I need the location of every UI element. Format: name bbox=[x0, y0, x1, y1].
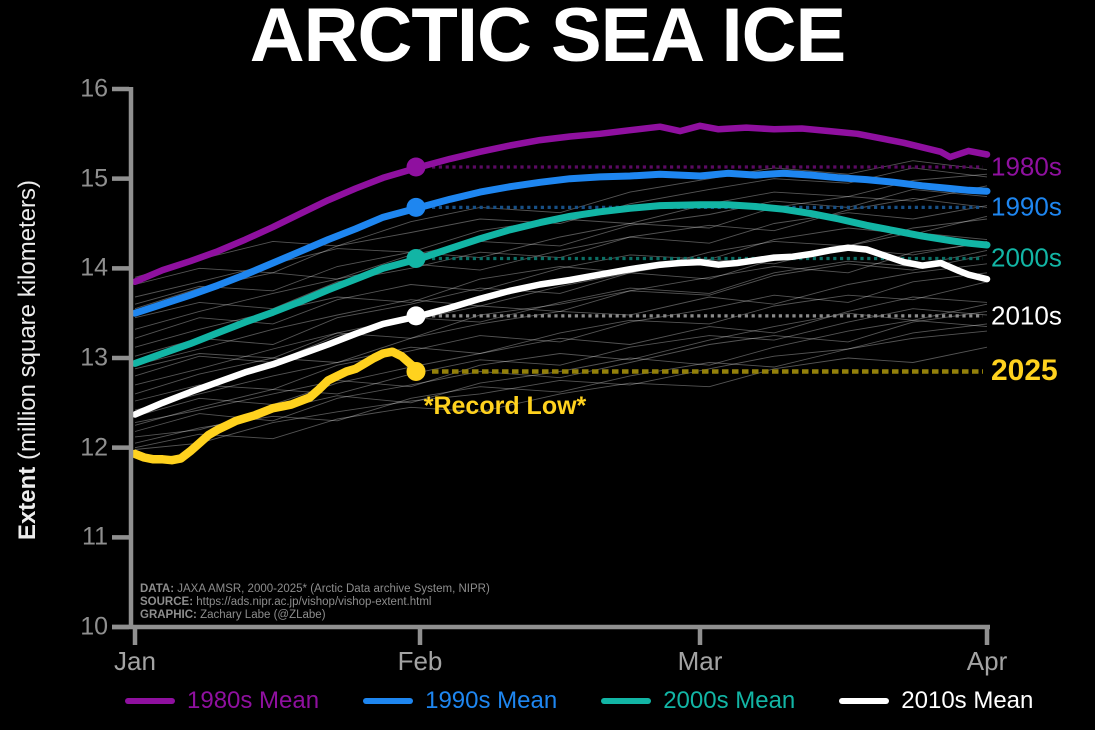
y-tick-label-12: 12 bbox=[80, 433, 108, 462]
legend-swatch-icon bbox=[601, 698, 652, 704]
y-axis-title-rest: (million square kilometers) bbox=[14, 179, 41, 467]
background-year-line bbox=[134, 272, 988, 402]
source-line-source: SOURCE: https://ads.nipr.ac.jp/vishop/vi… bbox=[140, 596, 490, 609]
background-year-line bbox=[134, 215, 988, 339]
background-year-line bbox=[134, 167, 988, 285]
legend-item-label: 1990s Mean bbox=[425, 687, 558, 714]
source-block: DATA: JAXA AMSR, 2000-2025* (Arctic Data… bbox=[140, 583, 490, 622]
record-low-annotation: *Record Low* bbox=[423, 392, 587, 420]
background-year-line bbox=[134, 346, 988, 449]
background-year-line bbox=[134, 249, 988, 370]
legend-item-2000s: 2000s Mean bbox=[601, 687, 795, 715]
y-tick-label-10: 10 bbox=[80, 612, 108, 641]
source-line-graphic: GRAPHIC: Zachary Labe (@ZLabe) bbox=[140, 609, 490, 622]
chart-title: ARCTIC SEA ICE bbox=[249, 0, 846, 78]
background-year-line bbox=[134, 330, 988, 450]
series-line-1990s bbox=[131, 169, 991, 317]
x-tick-label-apr: Apr bbox=[966, 646, 1008, 676]
legend-item-1990s: 1990s Mean bbox=[363, 687, 557, 715]
series-line-1980s bbox=[131, 122, 991, 286]
series-line-2000s bbox=[131, 201, 991, 367]
y-tick-label-16: 16 bbox=[80, 74, 108, 103]
legend: 1980s Mean 1990s Mean 2000s Mean 2010s Mean bbox=[125, 686, 1077, 716]
source-line-source-label: SOURCE: bbox=[140, 596, 194, 608]
series-end-label-2010s: 2010s bbox=[991, 300, 1062, 331]
marker-dot-2025 bbox=[406, 361, 426, 381]
series-end-label-2000s: 2000s bbox=[991, 242, 1062, 273]
series-line-2010s bbox=[131, 244, 991, 418]
marker-dot-1980s bbox=[406, 157, 426, 177]
legend-item-label: 2000s Mean bbox=[663, 687, 796, 714]
background-year-line bbox=[134, 254, 988, 386]
series-end-label-1980s: 1980s bbox=[991, 151, 1062, 182]
background-year-line bbox=[134, 205, 988, 330]
source-line-data-text: JAXA AMSR, 2000-2025* (Arctic Data archi… bbox=[174, 583, 490, 595]
y-tick-label-14: 14 bbox=[80, 253, 108, 282]
marker-dot-1990s bbox=[406, 197, 426, 217]
x-tick-label-jan: Jan bbox=[114, 646, 156, 676]
series-end-label-1990s: 1990s bbox=[991, 191, 1062, 222]
background-year-line bbox=[134, 310, 988, 432]
legend-swatch-icon bbox=[125, 698, 175, 704]
y-axis-title-bold: Extent bbox=[14, 466, 41, 541]
legend-item-label: 1980s Mean bbox=[187, 687, 320, 714]
background-year-line bbox=[134, 185, 988, 305]
background-year-line bbox=[134, 281, 988, 411]
source-line-source-text: https://ads.nipr.ac.jp/vishop/vishop-ext… bbox=[193, 596, 432, 608]
marker-dot-2000s bbox=[406, 248, 426, 268]
y-tick-label-15: 15 bbox=[80, 164, 108, 193]
legend-item-2010s: 2010s Mean bbox=[839, 687, 1033, 715]
marker-dot-2010s bbox=[406, 306, 426, 326]
source-line-graphic-label: GRAPHIC: bbox=[140, 609, 197, 621]
background-year-line bbox=[134, 242, 988, 377]
background-year-line bbox=[134, 323, 988, 444]
background-year-line bbox=[134, 263, 988, 395]
series-end-label-2025: 2025 bbox=[991, 354, 1058, 388]
series-line-2025 bbox=[130, 347, 425, 465]
legend-item-1980s: 1980s Mean bbox=[125, 687, 319, 715]
y-axis-title: Extent (million square kilometers) bbox=[14, 120, 42, 600]
x-tick-label-feb: Feb bbox=[397, 646, 443, 676]
background-year-line bbox=[134, 160, 988, 278]
legend-swatch-icon bbox=[839, 698, 890, 704]
x-tick-label-mar: Mar bbox=[677, 646, 723, 676]
legend-item-label: 2010s Mean bbox=[901, 687, 1034, 714]
source-line-data: DATA: JAXA AMSR, 2000-2025* (Arctic Data… bbox=[140, 583, 490, 596]
source-line-graphic-text: Zachary Labe (@ZLabe) bbox=[196, 609, 326, 621]
y-tick-label-11: 11 bbox=[82, 522, 108, 551]
background-year-line bbox=[134, 308, 988, 426]
y-tick-label-13: 13 bbox=[80, 343, 108, 372]
legend-swatch-icon bbox=[363, 698, 414, 704]
background-year-line bbox=[134, 303, 988, 424]
source-line-data-label: DATA: bbox=[140, 583, 175, 595]
